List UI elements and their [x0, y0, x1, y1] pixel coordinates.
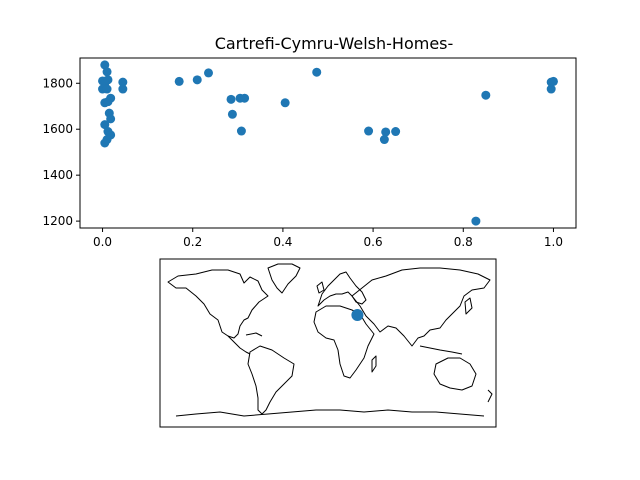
data-point: [100, 138, 110, 148]
coastline-asia: [351, 267, 491, 347]
world-map: [159, 258, 497, 428]
coastline-africa: [313, 305, 375, 379]
axis-ticks: 0.0 0.2 0.4 0.6 0.8 1.0 1200 1400 1600 1800: [42, 76, 563, 249]
coastlines: [167, 263, 493, 417]
data-point: [100, 60, 110, 70]
scatter-chart: Cartrefi-Cymru-Welsh-Homes- 0.0 0.2 0.4 0.6…: [42, 34, 577, 249]
x-tick-label: 0.0: [93, 235, 112, 249]
y-tick-label: 1200: [42, 214, 73, 228]
map-location-marker: [351, 309, 364, 321]
data-point: [226, 94, 236, 104]
data-point: [280, 98, 290, 108]
plot-area-frame: [79, 57, 577, 229]
coastline-europe: [317, 271, 367, 307]
coastline-north-america: [167, 269, 269, 339]
data-point: [227, 109, 237, 119]
coastline-japan: [464, 297, 473, 315]
data-point: [118, 84, 128, 94]
data-point: [103, 75, 113, 85]
coastline-australia: [433, 357, 477, 391]
coastline-caribbean: [245, 332, 263, 337]
data-point: [192, 75, 202, 85]
data-point: [364, 126, 374, 136]
data-point: [204, 68, 214, 78]
data-point: [471, 216, 481, 226]
map-points: [351, 309, 364, 321]
data-point: [240, 93, 250, 103]
data-point: [102, 67, 112, 77]
coastline-greenland: [267, 263, 301, 294]
x-tick-label: 0.6: [364, 235, 383, 249]
coastline-antarctica: [175, 409, 485, 417]
coastline-central-america: [227, 335, 251, 355]
data-point: [102, 84, 112, 94]
data-point: [548, 76, 558, 86]
map-frame: [159, 258, 497, 428]
coastline-new-zealand: [487, 389, 493, 403]
data-point: [546, 84, 556, 94]
data-points: [98, 60, 558, 226]
data-point: [174, 76, 184, 86]
y-tick-label: 1400: [42, 168, 73, 182]
y-tick-label: 1600: [42, 122, 73, 136]
coastline-south-america: [247, 345, 295, 415]
data-point: [379, 135, 389, 145]
data-point: [106, 93, 116, 103]
data-point: [312, 67, 322, 77]
x-tick-label: 0.2: [183, 235, 202, 249]
x-tick-label: 0.8: [454, 235, 473, 249]
coastline-british-isles: [316, 281, 325, 294]
data-point: [236, 126, 246, 136]
data-point: [100, 120, 110, 130]
data-point: [481, 90, 491, 100]
y-tick-label: 1800: [42, 76, 73, 90]
x-tick-label: 0.4: [273, 235, 292, 249]
coastline-indonesia: [419, 345, 463, 355]
coastline-madagascar: [371, 355, 377, 373]
chart-title: Cartrefi-Cymru-Welsh-Homes-: [215, 34, 454, 53]
data-point: [118, 77, 128, 87]
data-point: [391, 127, 401, 137]
x-tick-label: 1.0: [544, 235, 563, 249]
data-point: [106, 114, 116, 124]
data-point: [381, 127, 391, 137]
